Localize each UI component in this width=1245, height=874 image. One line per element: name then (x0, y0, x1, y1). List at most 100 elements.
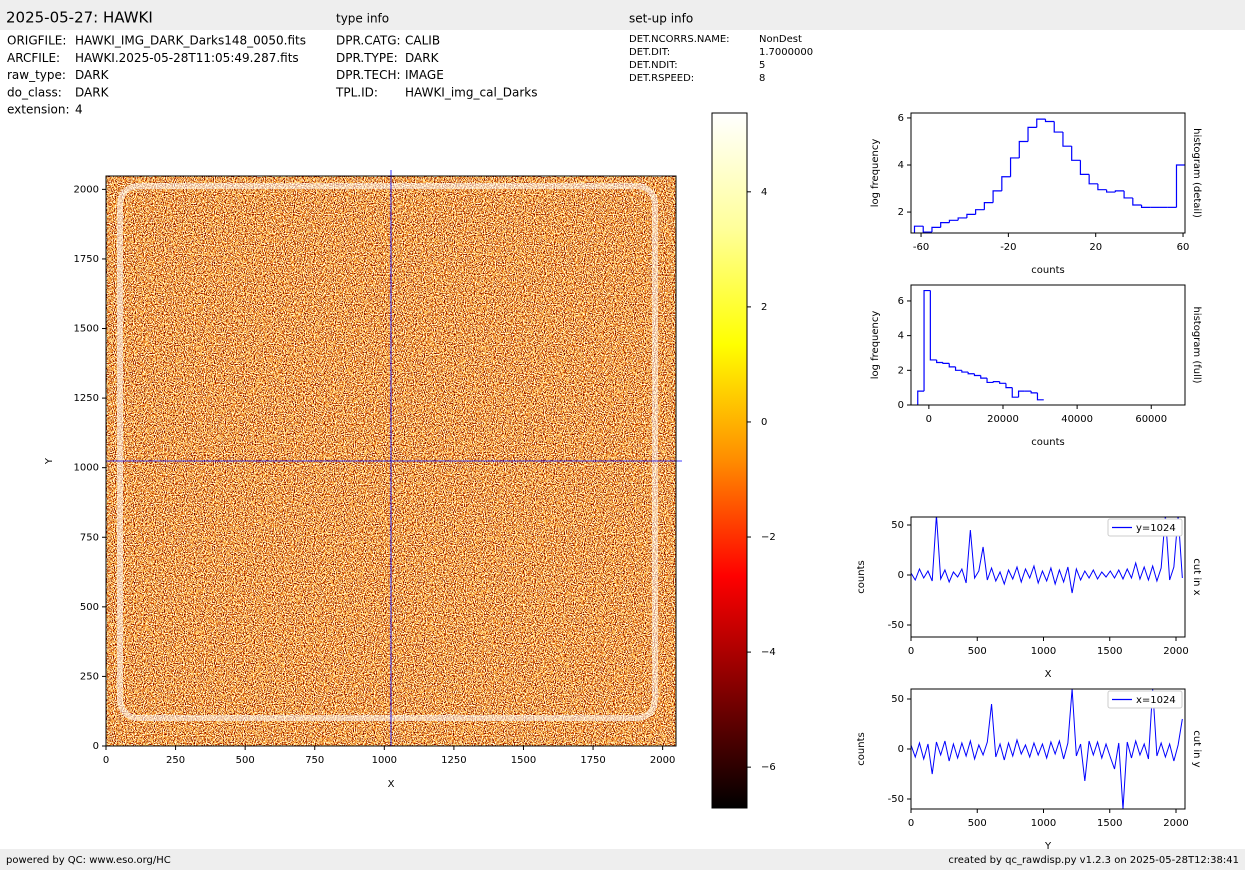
info-key: TPL.ID: (335, 85, 378, 99)
x-tick-label: -60 (913, 242, 929, 253)
y-tick-label: 1250 (74, 393, 99, 404)
info-value: DARK (75, 85, 110, 99)
x-axis-label: X (1045, 669, 1052, 680)
histogram-step (1017, 390, 1025, 398)
histogram-step (1027, 126, 1037, 142)
x-axis-label: counts (1031, 437, 1064, 448)
legend-label: y=1024 (1136, 523, 1176, 534)
y-tick-label: 750 (80, 532, 99, 543)
y-tick-label: 2 (898, 207, 904, 218)
histogram-step (1036, 118, 1046, 128)
y-tick-label: 0 (93, 741, 99, 752)
histogram-step (966, 213, 976, 218)
y-axis-label: counts (856, 560, 867, 593)
info-key: ORIGFILE: (7, 34, 66, 48)
x-tick-label: 500 (968, 818, 987, 829)
histogram-step (931, 226, 941, 233)
x-tick-label: 1500 (1097, 646, 1122, 657)
y-tick-label: 1000 (74, 463, 99, 474)
y-tick-label: -50 (888, 794, 904, 805)
cut-line (911, 689, 1183, 809)
info-value: HAWKI_IMG_DARK_Darks148_0050.fits (75, 34, 306, 48)
histogram-step (948, 219, 959, 223)
x-tick-label: 0 (926, 414, 932, 425)
histogram-step (1097, 183, 1107, 191)
x-tick-label: 1250 (441, 755, 466, 766)
x-tick-label: 1000 (372, 755, 397, 766)
type-info-title: type info (336, 12, 389, 26)
x-tick-label: 0 (908, 818, 914, 829)
info-value: DARK (75, 68, 110, 82)
axes-frame (105, 175, 677, 747)
colorbar-tick-label: 0 (761, 417, 767, 428)
y-tick-label: 50 (891, 520, 904, 531)
y-tick-label: 0 (898, 570, 904, 581)
x-tick-label: 0 (908, 646, 914, 657)
info-key: ARCFILE: (7, 51, 60, 65)
info-value: DARK (405, 51, 440, 65)
page-title: 2025-05-27: HAWKI (6, 9, 153, 27)
y-tick-label: 1750 (74, 254, 99, 265)
info-key: DET.NDIT: (629, 60, 678, 71)
info-value: IMAGE (405, 68, 444, 82)
histogram-step (1053, 121, 1063, 133)
header-bar (0, 0, 1245, 30)
legend-label: x=1024 (1136, 695, 1176, 706)
histogram-step (1036, 392, 1044, 401)
cut-line (911, 517, 1183, 594)
x-tick-label: 500 (968, 646, 987, 657)
x-tick-label: 2000 (1163, 646, 1188, 657)
x-tick-label: 40000 (1061, 414, 1093, 425)
axes-frame (910, 516, 1186, 638)
x-tick-label: 1000 (1031, 818, 1056, 829)
info-key: extension: (7, 103, 70, 117)
y-axis-label: log frequency (870, 139, 881, 208)
y-axis-label: counts (856, 732, 867, 765)
y-tick-label: 4 (898, 160, 904, 171)
histogram-step (1114, 190, 1125, 193)
y-tick-label: 0 (898, 400, 904, 411)
colorbar-tick-label: −4 (761, 647, 776, 658)
y-tick-label: 6 (898, 113, 904, 124)
histogram-step (1071, 146, 1081, 161)
footer-bar (0, 849, 1245, 870)
info-key: DPR.TECH: (336, 68, 401, 82)
x-tick-label: 1500 (511, 755, 536, 766)
info-value: HAWKI.2025-05-28T11:05:49.287.fits (75, 51, 299, 65)
info-value: HAWKI_img_cal_Darks (405, 85, 538, 99)
histogram-step (957, 217, 967, 221)
axes-frame (910, 688, 1186, 810)
info-value: 1.7000000 (759, 47, 813, 58)
y-tick-label: 500 (80, 602, 99, 613)
y-tick-label: -50 (888, 620, 904, 631)
x-axis-label: counts (1031, 265, 1064, 276)
colorbar-tick-label: −6 (761, 762, 776, 773)
x-tick-label: 0 (103, 755, 109, 766)
histogram-step (1009, 157, 1020, 177)
histogram-step (923, 289, 931, 392)
y-tick-label: 6 (898, 296, 904, 307)
y-tick-label: 1500 (74, 324, 99, 335)
histogram-step (967, 372, 975, 375)
y-axis-label: log frequency (870, 311, 881, 380)
image-glow (117, 183, 658, 721)
histogram-step (1088, 174, 1098, 185)
histogram-step (942, 362, 950, 364)
histogram-step (992, 380, 1000, 383)
histogram-step (983, 202, 994, 210)
axes-frame (910, 112, 1186, 234)
y-tick-label: 50 (891, 694, 904, 705)
histogram-step (913, 225, 924, 233)
info-key: DPR.CATG: (336, 34, 401, 48)
info-key: do_class: (7, 85, 62, 99)
y-axis-label: Y (44, 457, 55, 465)
histogram-step (948, 363, 956, 368)
histogram-step (1079, 160, 1090, 176)
colorbar-tick-label: 4 (761, 187, 767, 198)
info-key: DET.RSPEED: (629, 73, 694, 84)
plot-area (911, 517, 1183, 594)
histogram-step (992, 190, 1002, 203)
histogram-step (973, 373, 981, 377)
info-key: DET.DIT: (629, 47, 670, 58)
